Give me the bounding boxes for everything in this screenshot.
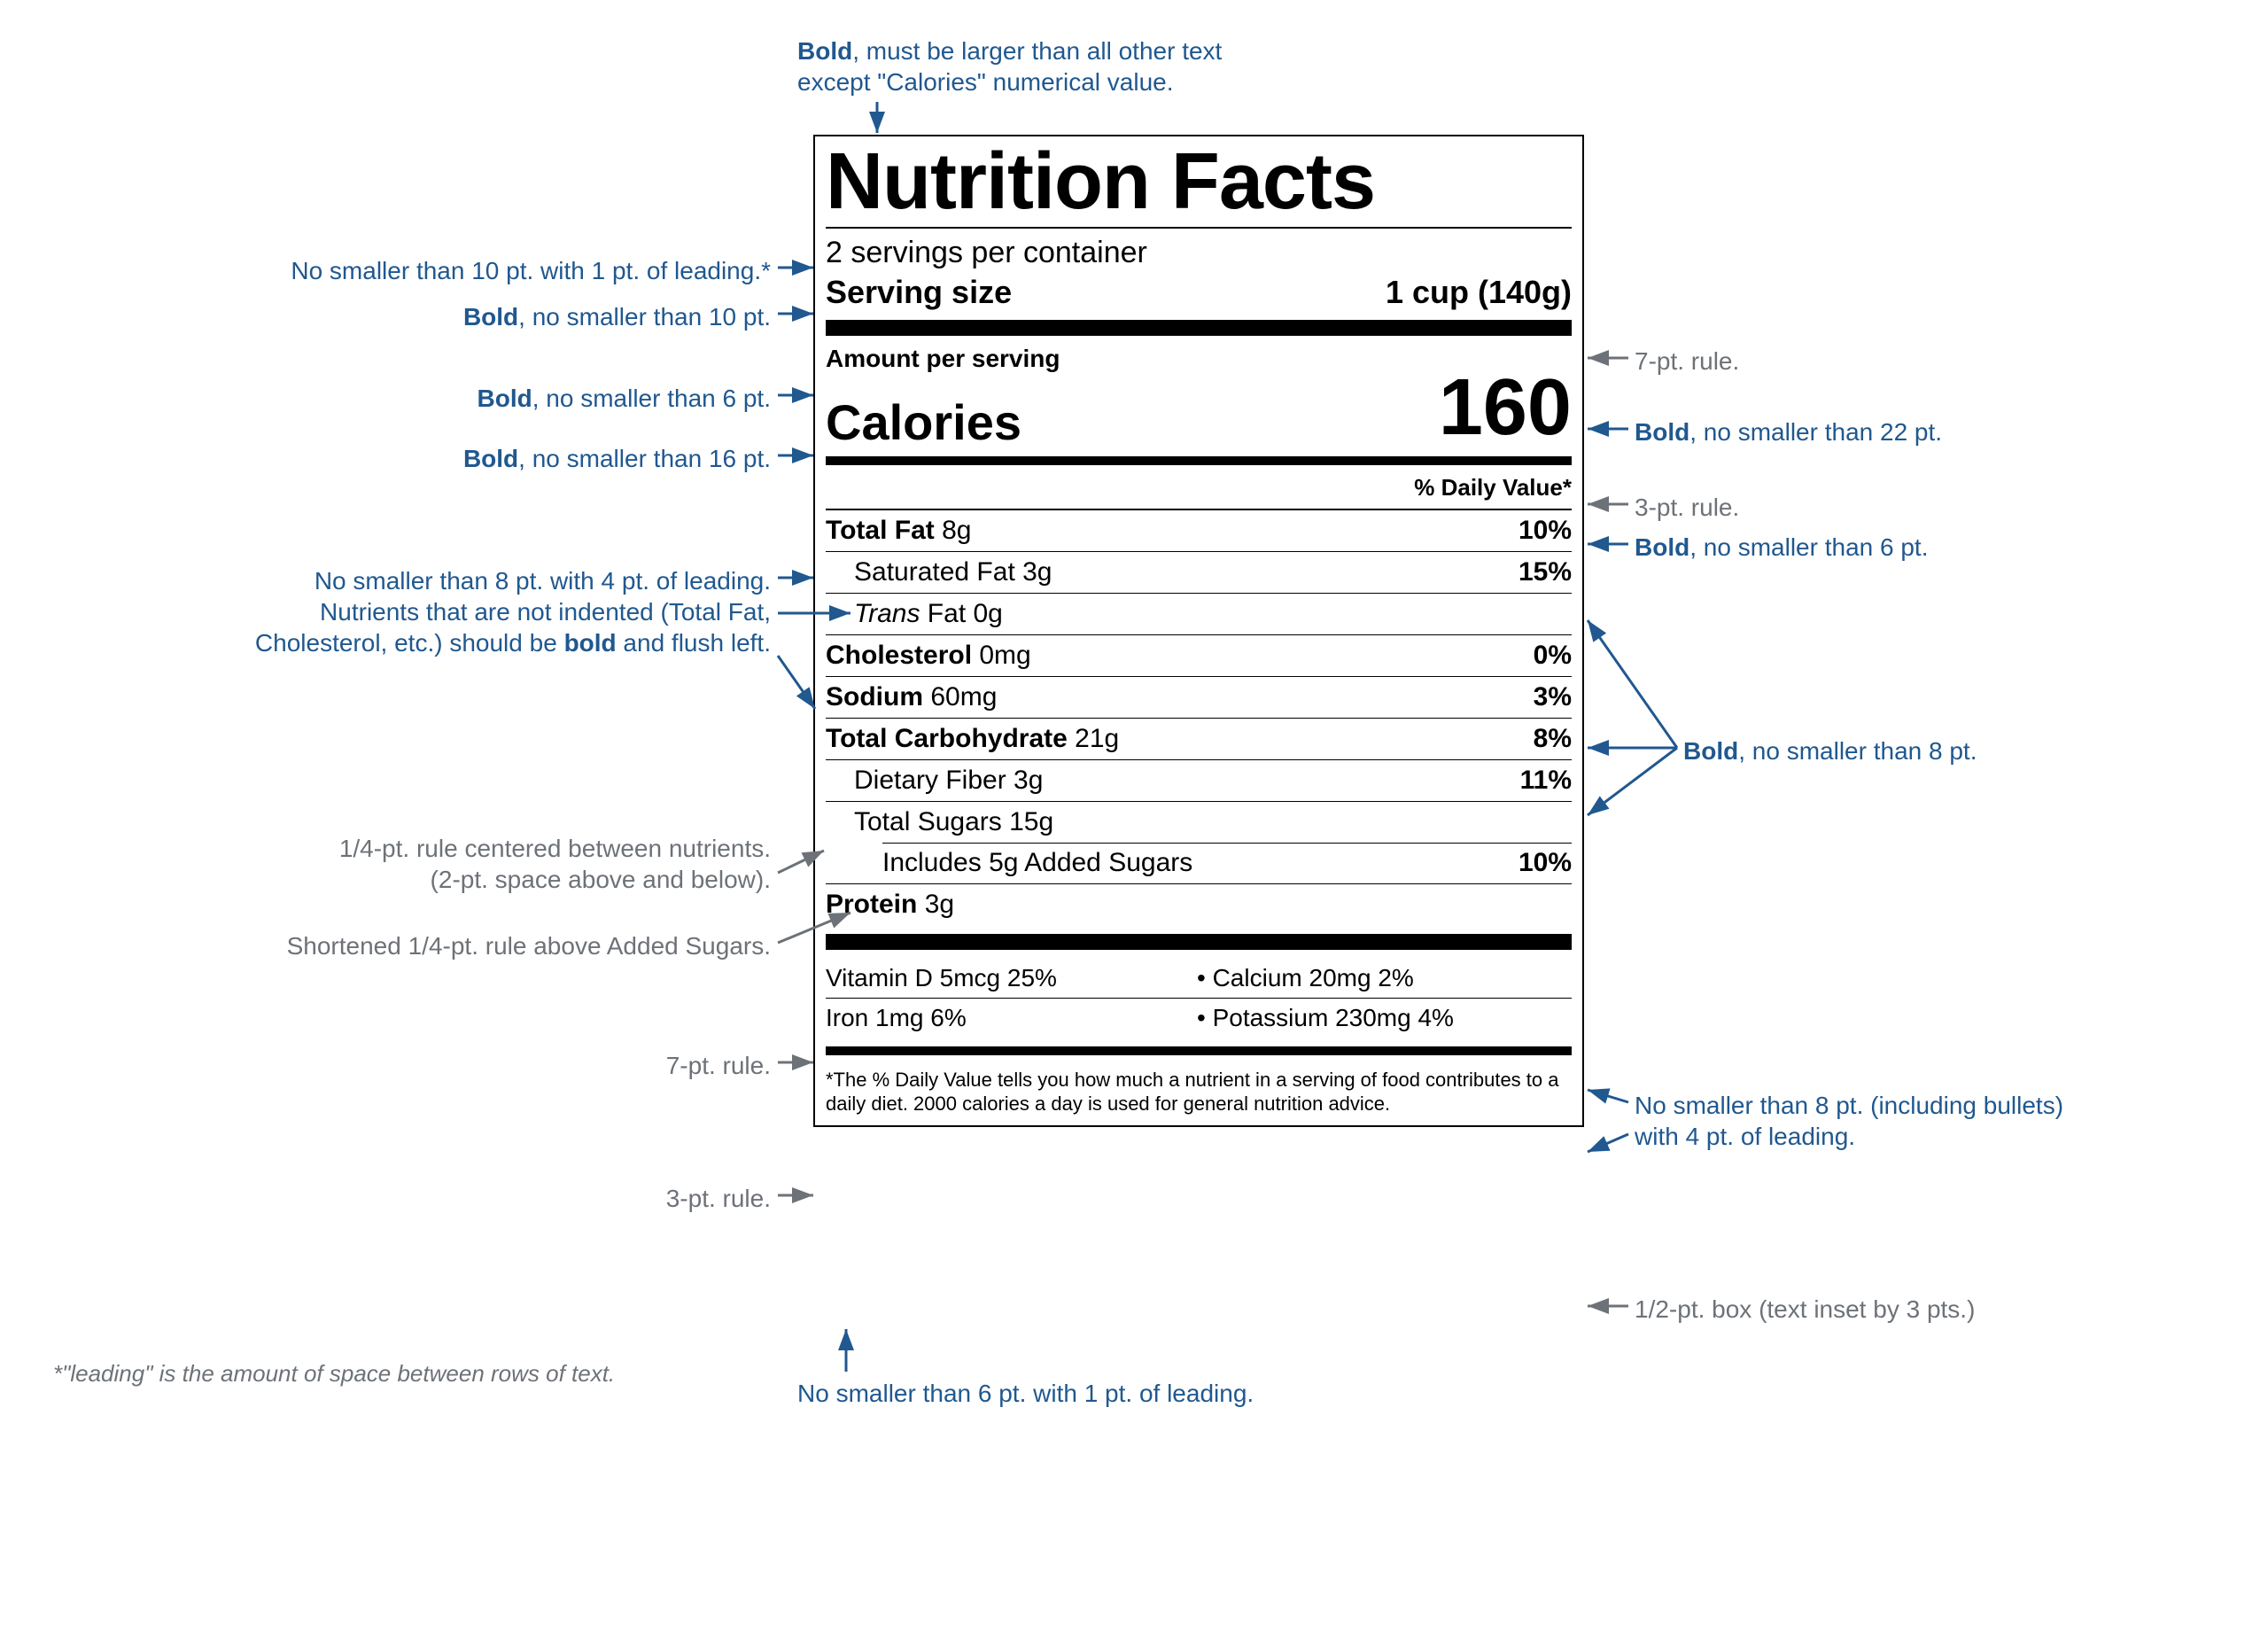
rule-3pt-bottom [826, 1046, 1572, 1055]
nutrition-facts-panel: Nutrition Facts 2 servings per container… [813, 135, 1584, 1127]
calories-row: Calories 160 [826, 368, 1572, 447]
note-left-quarter-rule: 1/4-pt. rule centered between nutrients.… [53, 833, 771, 895]
nutrient-row: Cholesterol 0mg 0% [826, 634, 1572, 676]
nutrient-name: Total Carbohydrate 21g [826, 724, 1119, 754]
note-left-7pt: 7-pt. rule. [53, 1050, 771, 1081]
note-right-8pt: Bold, no smaller than 8 pt. [1683, 735, 1977, 766]
nutrient-row: Dietary Fiber 3g 11% [826, 759, 1572, 801]
vitamin-right: • Potassium 230mg 4% [1188, 1004, 1572, 1032]
note-right-box: 1/2-pt. box (text inset by 3 pts.) [1635, 1294, 1975, 1325]
rule-7pt-top [826, 320, 1572, 336]
note-right-7pt: 7-pt. rule. [1635, 346, 1739, 377]
note-left-calories: Bold, no smaller than 16 pt. [80, 443, 771, 474]
nutrient-row: Total Carbohydrate 21g 8% [826, 718, 1572, 759]
nutrient-name: Trans Fat 0g [826, 599, 1003, 629]
rule-3pt-under-calories [826, 456, 1572, 465]
nutrient-name: Total Sugars 15g [826, 807, 1053, 837]
nutrient-row: Includes 5g Added Sugars 10% [826, 843, 1572, 883]
note-right-dv: Bold, no smaller than 6 pt. [1635, 532, 1928, 563]
note-right-22pt: Bold, no smaller than 22 pt. [1635, 416, 1942, 447]
diagram-stage: Nutrition Facts 2 servings per container… [0, 0, 2268, 1633]
nutrient-row: Sodium 60mg 3% [826, 676, 1572, 718]
rule-under-title [826, 227, 1572, 229]
vitamin-line: Vitamin D 5mcg 25%• Calcium 20mg 2% [826, 959, 1572, 998]
nutrient-name: Saturated Fat 3g [826, 557, 1052, 587]
nutrient-name: Protein 3g [826, 890, 954, 920]
note-left-short-rule: Shortened 1/4-pt. rule above Added Sugar… [53, 930, 771, 961]
serving-size-value: 1 cup (140g) [1386, 274, 1572, 311]
nutrient-name: Dietary Fiber 3g [826, 766, 1043, 796]
note-left-servsize: Bold, no smaller than 10 pt. [80, 301, 771, 332]
note-left-nutr-block: No smaller than 8 pt. with 4 pt. of lead… [18, 565, 771, 658]
nutrient-row: Trans Fat 0g [826, 593, 1572, 634]
nutrient-row: Total Fat 8g 10% [826, 509, 1572, 551]
servings-per-container: 2 servings per container [826, 234, 1572, 272]
nutrient-percent: 0% [1534, 641, 1572, 671]
nutrient-percent: 15% [1518, 557, 1572, 587]
note-right-3pt: 3-pt. rule. [1635, 492, 1739, 523]
note-left-3pt: 3-pt. rule. [53, 1183, 771, 1214]
note-right-vitamins: No smaller than 8 pt. (including bullets… [1635, 1090, 2063, 1152]
panel-title: Nutrition Facts [826, 142, 1572, 223]
daily-value-header: % Daily Value* [826, 470, 1572, 509]
calories-value: 160 [1439, 368, 1572, 447]
note-left-aps: Bold, no smaller than 6 pt. [80, 383, 771, 414]
note-left-servings: No smaller than 10 pt. with 1 pt. of lea… [80, 255, 771, 286]
nutrient-percent: 11% [1520, 766, 1572, 796]
vitamins-grid: Vitamin D 5mcg 25%• Calcium 20mg 2%Iron … [826, 959, 1572, 1038]
rule-7pt-bottom [826, 934, 1572, 950]
vitamin-left: Iron 1mg 6% [826, 1004, 1188, 1032]
note-bottom-footnote: No smaller than 6 pt. with 1 pt. of lead… [797, 1378, 1254, 1409]
vitamin-line: Iron 1mg 6%• Potassium 230mg 4% [826, 998, 1572, 1038]
nutrient-percent: 10% [1518, 516, 1572, 546]
leading-definition: *"leading" is the amount of space betwee… [53, 1360, 615, 1388]
vitamin-left: Vitamin D 5mcg 25% [826, 964, 1188, 992]
vitamin-right: • Calcium 20mg 2% [1188, 964, 1572, 992]
nutrient-percent: 3% [1534, 682, 1572, 712]
nutrient-row: Saturated Fat 3g 15% [826, 551, 1572, 593]
note-title: Bold, must be larger than all other text… [797, 35, 1222, 97]
nutrient-percent: 10% [1518, 848, 1572, 878]
serving-size-row: Serving size 1 cup (140g) [826, 274, 1572, 311]
nutrient-name: Includes 5g Added Sugars [826, 848, 1192, 878]
serving-size-label: Serving size [826, 274, 1012, 311]
nutrient-name: Total Fat 8g [826, 516, 972, 546]
nutrient-name: Cholesterol 0mg [826, 641, 1031, 671]
nutrient-row: Total Sugars 15g [826, 801, 1572, 843]
nutrient-percent: 8% [1534, 724, 1572, 754]
nutrient-rows: Total Fat 8g 10% Saturated Fat 3g 15% Trans … [826, 509, 1572, 925]
calories-label: Calories [826, 398, 1021, 447]
nutrient-name: Sodium 60mg [826, 682, 997, 712]
nutrient-row: Protein 3g [826, 883, 1572, 925]
footnote-text: *The % Daily Value tells you how much a … [826, 1061, 1572, 1116]
